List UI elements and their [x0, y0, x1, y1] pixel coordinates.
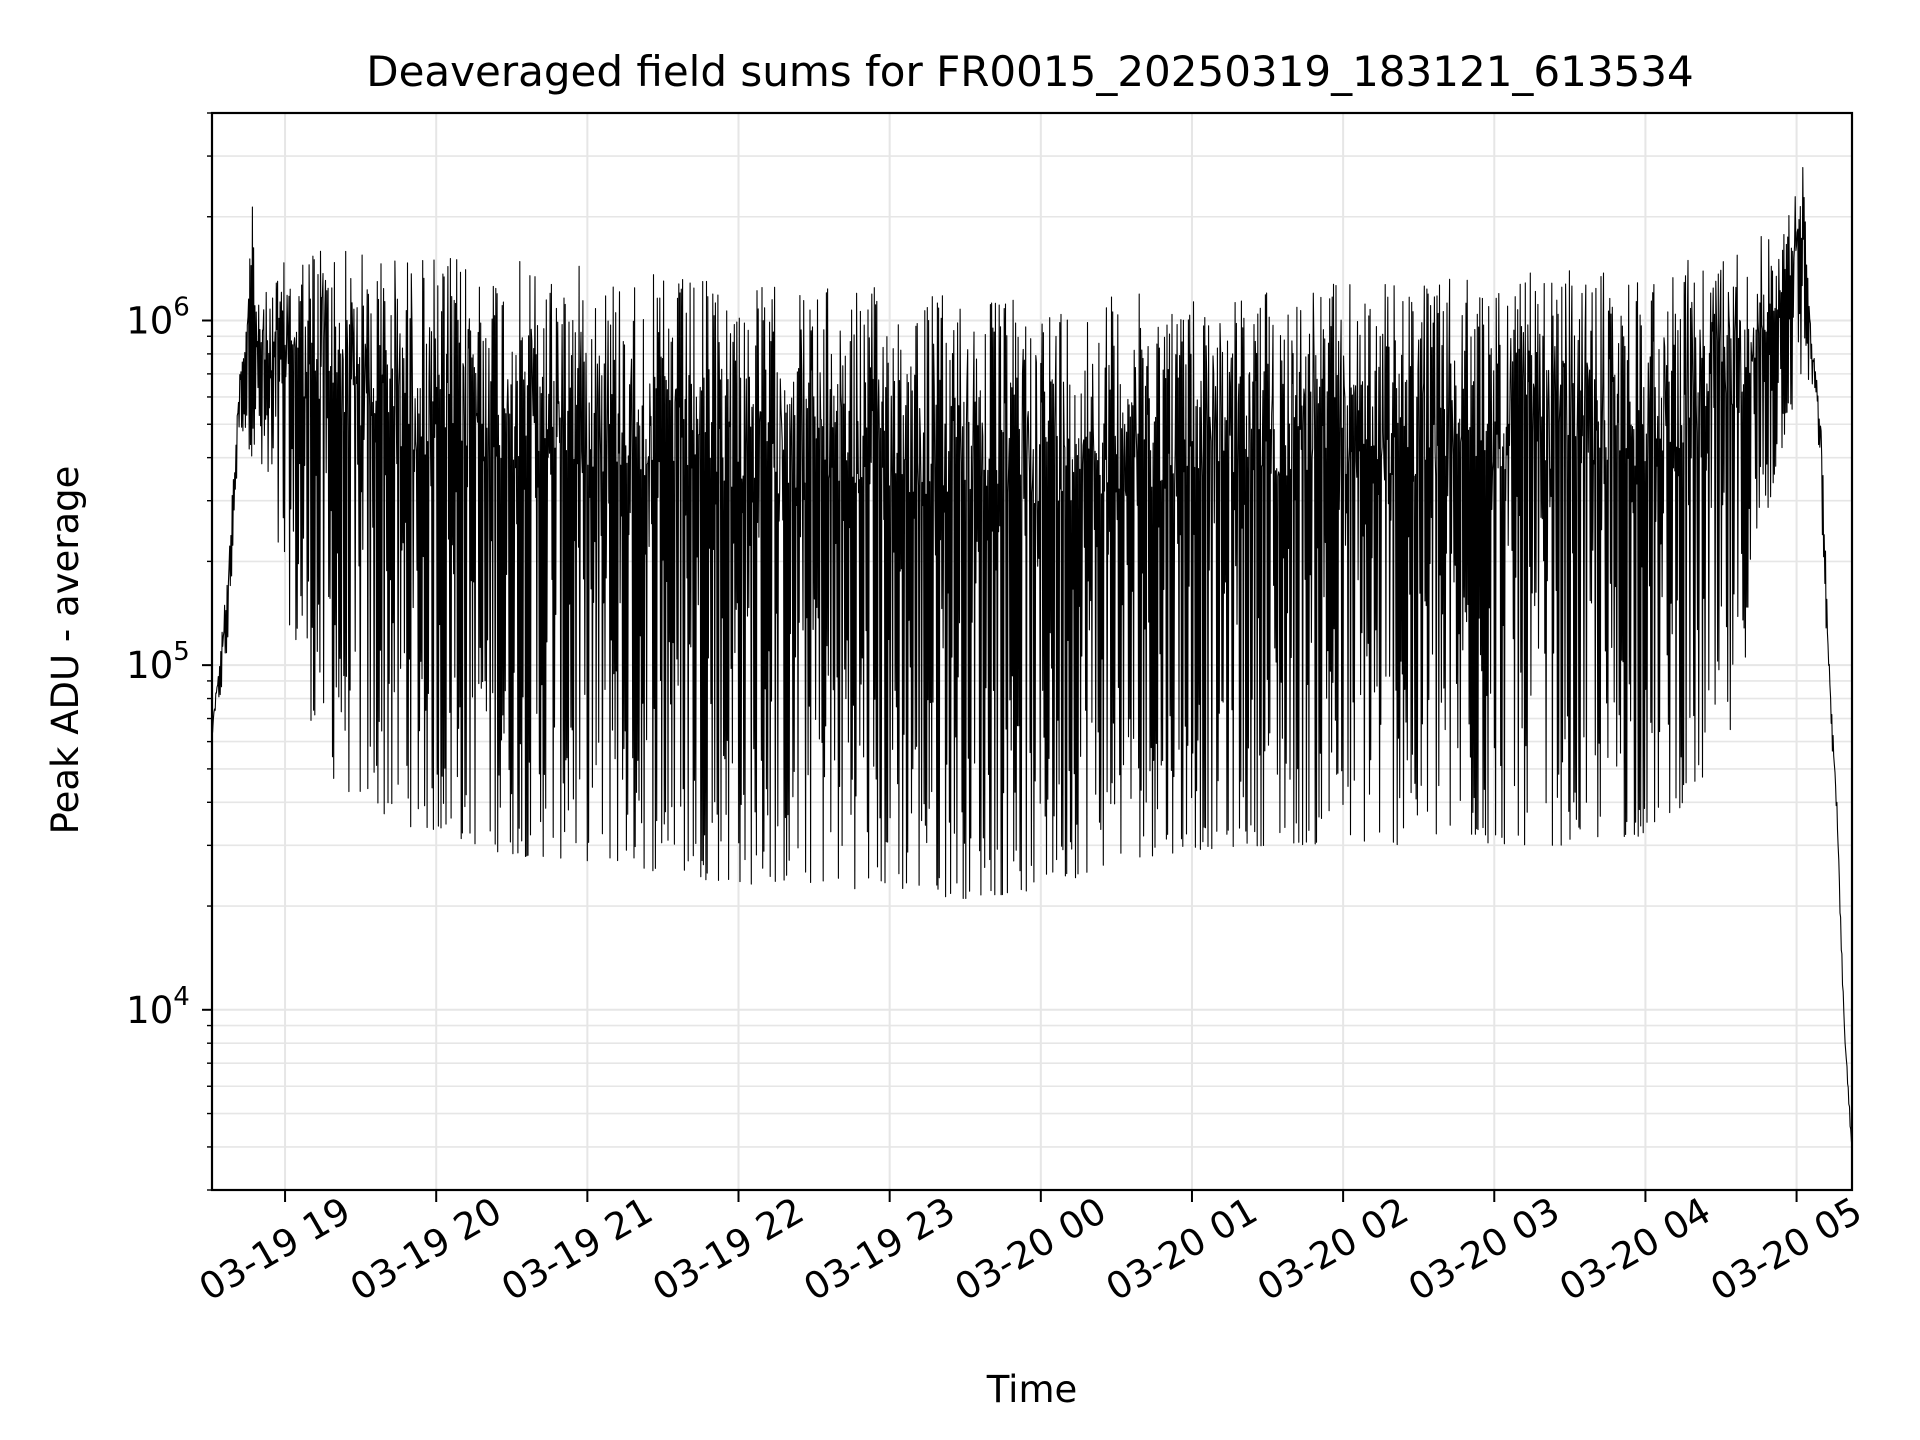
- x-axis-label: Time: [986, 1368, 1078, 1411]
- y-tick-exponent: 5: [173, 637, 190, 667]
- y-tick-label: 104: [126, 982, 190, 1032]
- y-tick-label: 105: [126, 637, 190, 687]
- series-line: [211, 167, 1853, 1148]
- y-tick-exponent: 6: [173, 292, 190, 322]
- y-tick-label: 106: [126, 292, 190, 342]
- y-axis-label: Peak ADU - average: [44, 466, 87, 835]
- y-tick-exponent: 4: [173, 982, 190, 1012]
- y-tick-base: 10: [126, 299, 173, 342]
- plot-frame: [210, 111, 1854, 1192]
- series-path: [211, 167, 1853, 1148]
- y-tick-base: 10: [126, 644, 173, 687]
- chart-title: Deaveraged field sums for FR0015_2025031…: [366, 47, 1694, 96]
- y-tick-base: 10: [126, 989, 173, 1032]
